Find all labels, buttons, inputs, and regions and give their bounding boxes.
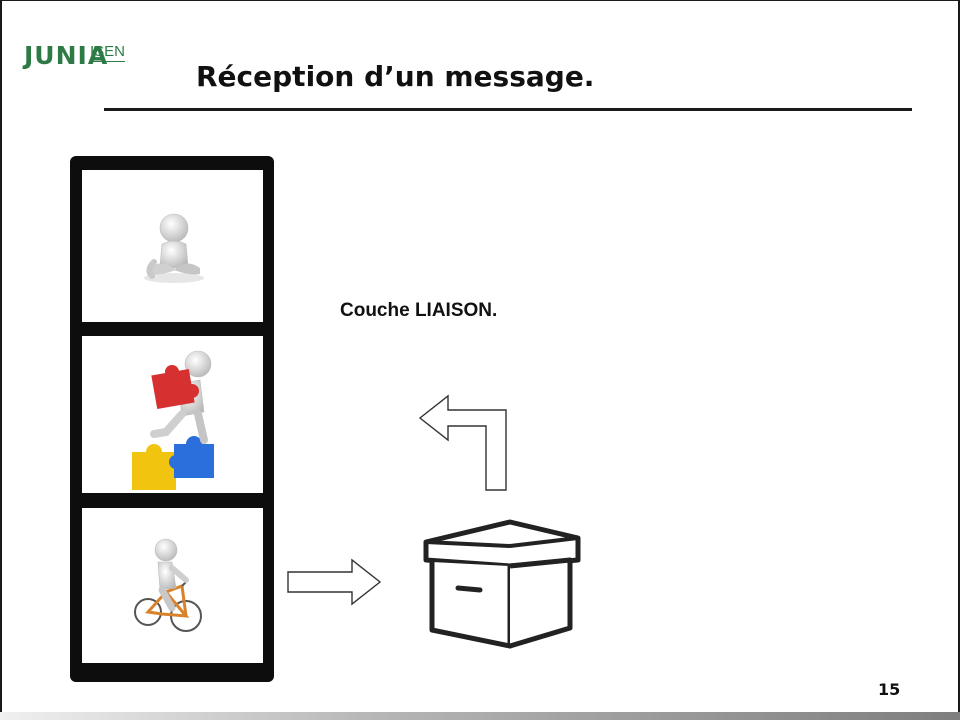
logo-school: ISEN — [90, 43, 126, 62]
film-cell-puzzle — [82, 336, 263, 493]
puzzle-carrier-figure-icon — [132, 350, 214, 490]
junia-isen-logo: JUNIA ISEN — [24, 40, 134, 74]
box-icon — [423, 519, 581, 649]
film-strip — [70, 156, 274, 682]
cyclist-figure-icon — [134, 538, 202, 632]
slide-frame-right — [958, 0, 960, 712]
title-underline — [104, 108, 912, 111]
film-cell-cyclist — [82, 508, 263, 663]
logo-brand: JUNIA — [24, 41, 109, 70]
layer-label: Couche LIAISON. — [340, 300, 498, 321]
arrow-right-icon — [287, 558, 382, 606]
slide-frame-left — [0, 0, 2, 712]
footer-bar — [0, 712, 960, 720]
film-cell-sitting — [82, 170, 263, 322]
arrow-up-left-icon — [418, 394, 507, 491]
sitting-figure-icon — [144, 213, 204, 283]
page-number: 15 — [878, 680, 901, 699]
slide-frame-top — [0, 0, 960, 1]
slide-title: Réception d’un message. — [196, 60, 595, 93]
